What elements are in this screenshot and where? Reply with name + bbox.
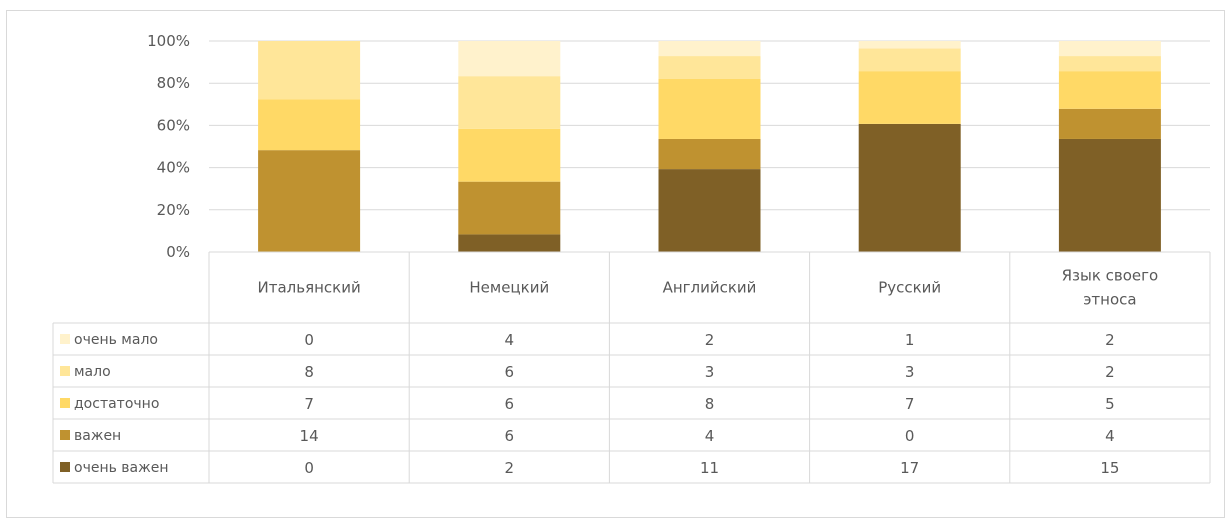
bar-segment: [258, 99, 361, 151]
category-label: Русский: [878, 279, 941, 297]
legend-label: очень мало: [74, 332, 158, 348]
y-tick-label: 100%: [147, 32, 190, 50]
bar-segment: [858, 71, 961, 124]
bar-segment: [658, 78, 761, 139]
table-cell-value: 15: [1100, 459, 1119, 477]
table-cell-value: 2: [505, 459, 515, 477]
category-label: Английский: [663, 279, 757, 297]
table-cell-value: 1: [905, 331, 915, 349]
bar-segment: [458, 41, 561, 77]
table-cell-value: 7: [905, 395, 915, 413]
table-cell-value: 4: [1105, 427, 1115, 445]
table-cell-value: 6: [505, 427, 515, 445]
y-tick-label: 0%: [166, 243, 190, 261]
legend-label: достаточно: [74, 396, 159, 412]
legend-key: [60, 334, 70, 344]
legend-key: [60, 366, 70, 376]
bar-segment: [458, 234, 561, 252]
table-cell-value: 17: [900, 459, 919, 477]
table-cell-value: 7: [304, 395, 314, 413]
table-cell-value: 2: [705, 331, 715, 349]
bar-segment: [658, 56, 761, 79]
legend-label: мало: [74, 364, 111, 380]
chart-frame: [6, 10, 1225, 518]
bar-segment: [658, 138, 761, 170]
legend-label: важен: [74, 428, 121, 444]
legend-label: очень важен: [74, 460, 169, 476]
bar-segment: [1058, 108, 1161, 139]
bar-segment: [458, 76, 561, 129]
bar-segment: [1058, 71, 1161, 109]
table-cell-value: 2: [1105, 363, 1115, 381]
table-cell-value: 0: [905, 427, 915, 445]
bar-segment: [858, 123, 961, 253]
bar-segment: [1058, 56, 1161, 72]
table-cell-value: 4: [505, 331, 515, 349]
category-label: Немецкий: [469, 279, 549, 297]
category-label: Итальянский: [257, 279, 360, 297]
table-cell-value: 0: [304, 459, 314, 477]
bar-segment: [1058, 138, 1161, 252]
y-tick-label: 60%: [157, 116, 190, 134]
bar-segment: [458, 181, 561, 235]
table-cell-value: 0: [304, 331, 314, 349]
table-cell-value: 6: [505, 363, 515, 381]
bar-segment: [658, 169, 761, 252]
bar-segment: [458, 128, 561, 182]
table-cell-value: 4: [705, 427, 715, 445]
bar-segment: [858, 41, 961, 49]
table-cell-value: 6: [505, 395, 515, 413]
table-cell-value: 8: [705, 395, 715, 413]
y-tick-label: 40%: [157, 159, 190, 177]
bar-segment: [258, 150, 361, 252]
table-cell-value: 8: [304, 363, 314, 381]
legend-key: [60, 430, 70, 440]
table-cell-value: 2: [1105, 331, 1115, 349]
bar-segment: [858, 48, 961, 72]
bar-segment: [258, 41, 361, 100]
y-tick-label: 80%: [157, 74, 190, 92]
legend-key: [60, 462, 70, 472]
y-tick-label: 20%: [157, 201, 190, 219]
bar-segment: [1058, 41, 1161, 57]
table-cell-value: 3: [905, 363, 915, 381]
legend-key: [60, 398, 70, 408]
category-label: Язык своего этноса: [1062, 267, 1159, 309]
table-cell-value: 3: [705, 363, 715, 381]
bar-segment: [658, 41, 761, 57]
table-cell-value: 11: [700, 459, 719, 477]
table-cell-value: 5: [1105, 395, 1115, 413]
table-cell-value: 14: [300, 427, 319, 445]
